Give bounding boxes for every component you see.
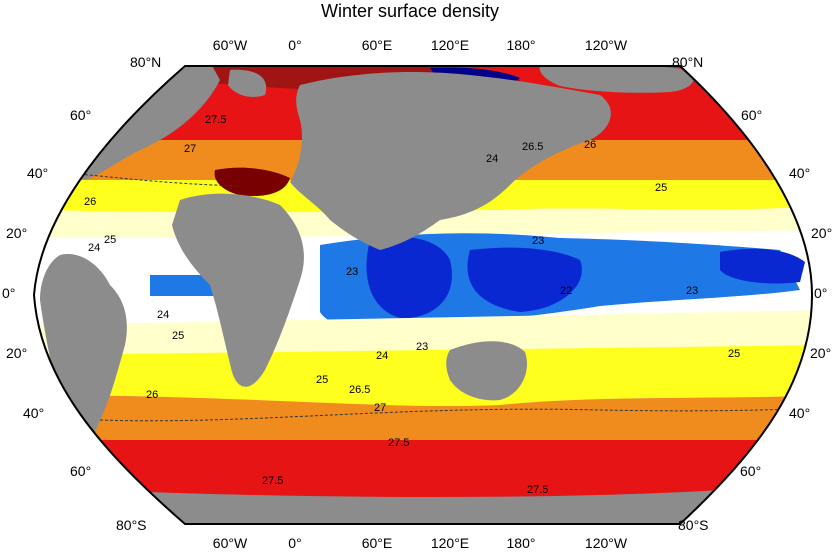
lat-label: 0°	[814, 285, 827, 301]
contour-label: 25	[104, 234, 116, 246]
contour-label: 23	[416, 341, 428, 353]
lat-label: 40°	[23, 405, 44, 421]
lon-label: 0°	[288, 535, 301, 551]
lat-label: 40°	[789, 165, 810, 181]
contour-label: 22	[560, 285, 572, 297]
land	[34, 66, 812, 524]
contour-dashed-north	[39, 169, 241, 187]
patch-22-pacific	[467, 247, 582, 312]
patch-22	[366, 236, 452, 319]
contour-label: 23	[686, 285, 698, 297]
ocean-layer	[34, 66, 812, 524]
lat-label: 40°	[789, 405, 810, 421]
contour-label: 24	[88, 242, 100, 254]
antarctica	[34, 480, 812, 524]
patch-22-east	[720, 248, 805, 284]
contour-label: 26	[584, 139, 596, 151]
contour-label: 27.5	[262, 475, 283, 487]
lon-labels-top: 60°W 0° 60°E 120°E 180° 120°W	[213, 37, 628, 53]
contour-label: 24	[376, 350, 388, 362]
contour-label: 26.5	[349, 384, 370, 396]
lat-label: 60°	[740, 463, 761, 479]
australia	[446, 341, 528, 401]
africa	[172, 193, 304, 387]
band-south-265	[34, 395, 812, 440]
lat-label: 80°N	[672, 54, 703, 70]
contour-label: 27.5	[527, 484, 548, 496]
contour-label: 25	[655, 182, 667, 194]
greenland	[228, 69, 267, 97]
lon-label: 180°	[507, 535, 536, 551]
lon-label: 60°W	[213, 37, 248, 53]
contour-label: 24	[486, 153, 498, 165]
lat-label: 60°	[70, 463, 91, 479]
contour-label: 27	[184, 143, 196, 155]
mediterranean	[214, 167, 290, 197]
contour-label: 26	[146, 389, 158, 401]
contour-label: 25	[172, 330, 184, 342]
map-frame	[32, 65, 814, 525]
contour-label: 27.5	[205, 114, 226, 126]
south-america	[40, 254, 127, 470]
lat-label: 40°	[27, 165, 48, 181]
map-title: Winter surface density	[321, 1, 499, 21]
lat-label: 60°	[70, 107, 91, 123]
lon-label: 60°W	[213, 535, 248, 551]
lon-label: 120°W	[585, 37, 628, 53]
lon-label: 120°W	[585, 535, 628, 551]
lon-label: 0°	[288, 37, 301, 53]
lat-label: 80°S	[678, 517, 709, 533]
lat-label: 20°	[810, 345, 831, 361]
lon-label: 180°	[507, 37, 536, 53]
contour-label: 26.5	[522, 141, 543, 153]
lat-label: 0°	[2, 285, 15, 301]
lon-labels-bottom: 60°W 0° 60°E 120°E 180° 120°W	[213, 535, 628, 551]
contour-label: 26	[84, 196, 96, 208]
eurasia	[290, 72, 611, 251]
arctic-east	[539, 66, 694, 93]
contour-label: 23	[532, 235, 544, 247]
contour-label: 23	[346, 266, 358, 278]
contour-label: 27	[374, 402, 386, 414]
lon-label: 120°E	[431, 535, 469, 551]
lat-label: 80°S	[116, 517, 147, 533]
contour-label: 25	[316, 374, 328, 386]
lon-label: 60°E	[362, 535, 393, 551]
contour-label: 24	[157, 309, 169, 321]
lat-label: 20°	[6, 345, 27, 361]
lat-label: 80°N	[130, 54, 161, 70]
lat-label: 60°	[741, 107, 762, 123]
contour-dashed-south	[99, 407, 812, 422]
contour-label: 27.5	[388, 437, 409, 449]
lon-label: 120°E	[431, 37, 469, 53]
contour-label: 25	[728, 348, 740, 360]
lat-labels-left: 80°N 60° 40° 20° 0° 20° 40° 60° 80°S	[2, 54, 161, 533]
lat-labels-right: 80°N 60° 40° 20° 0° 20° 40° 60° 80°S	[672, 54, 832, 533]
lat-label: 20°	[811, 225, 832, 241]
lon-label: 60°E	[362, 37, 393, 53]
contour-labels: 27.5 27 26 25 24 26.5 26 25 23 22 23 24 …	[84, 114, 740, 496]
lat-label: 20°	[6, 225, 27, 241]
